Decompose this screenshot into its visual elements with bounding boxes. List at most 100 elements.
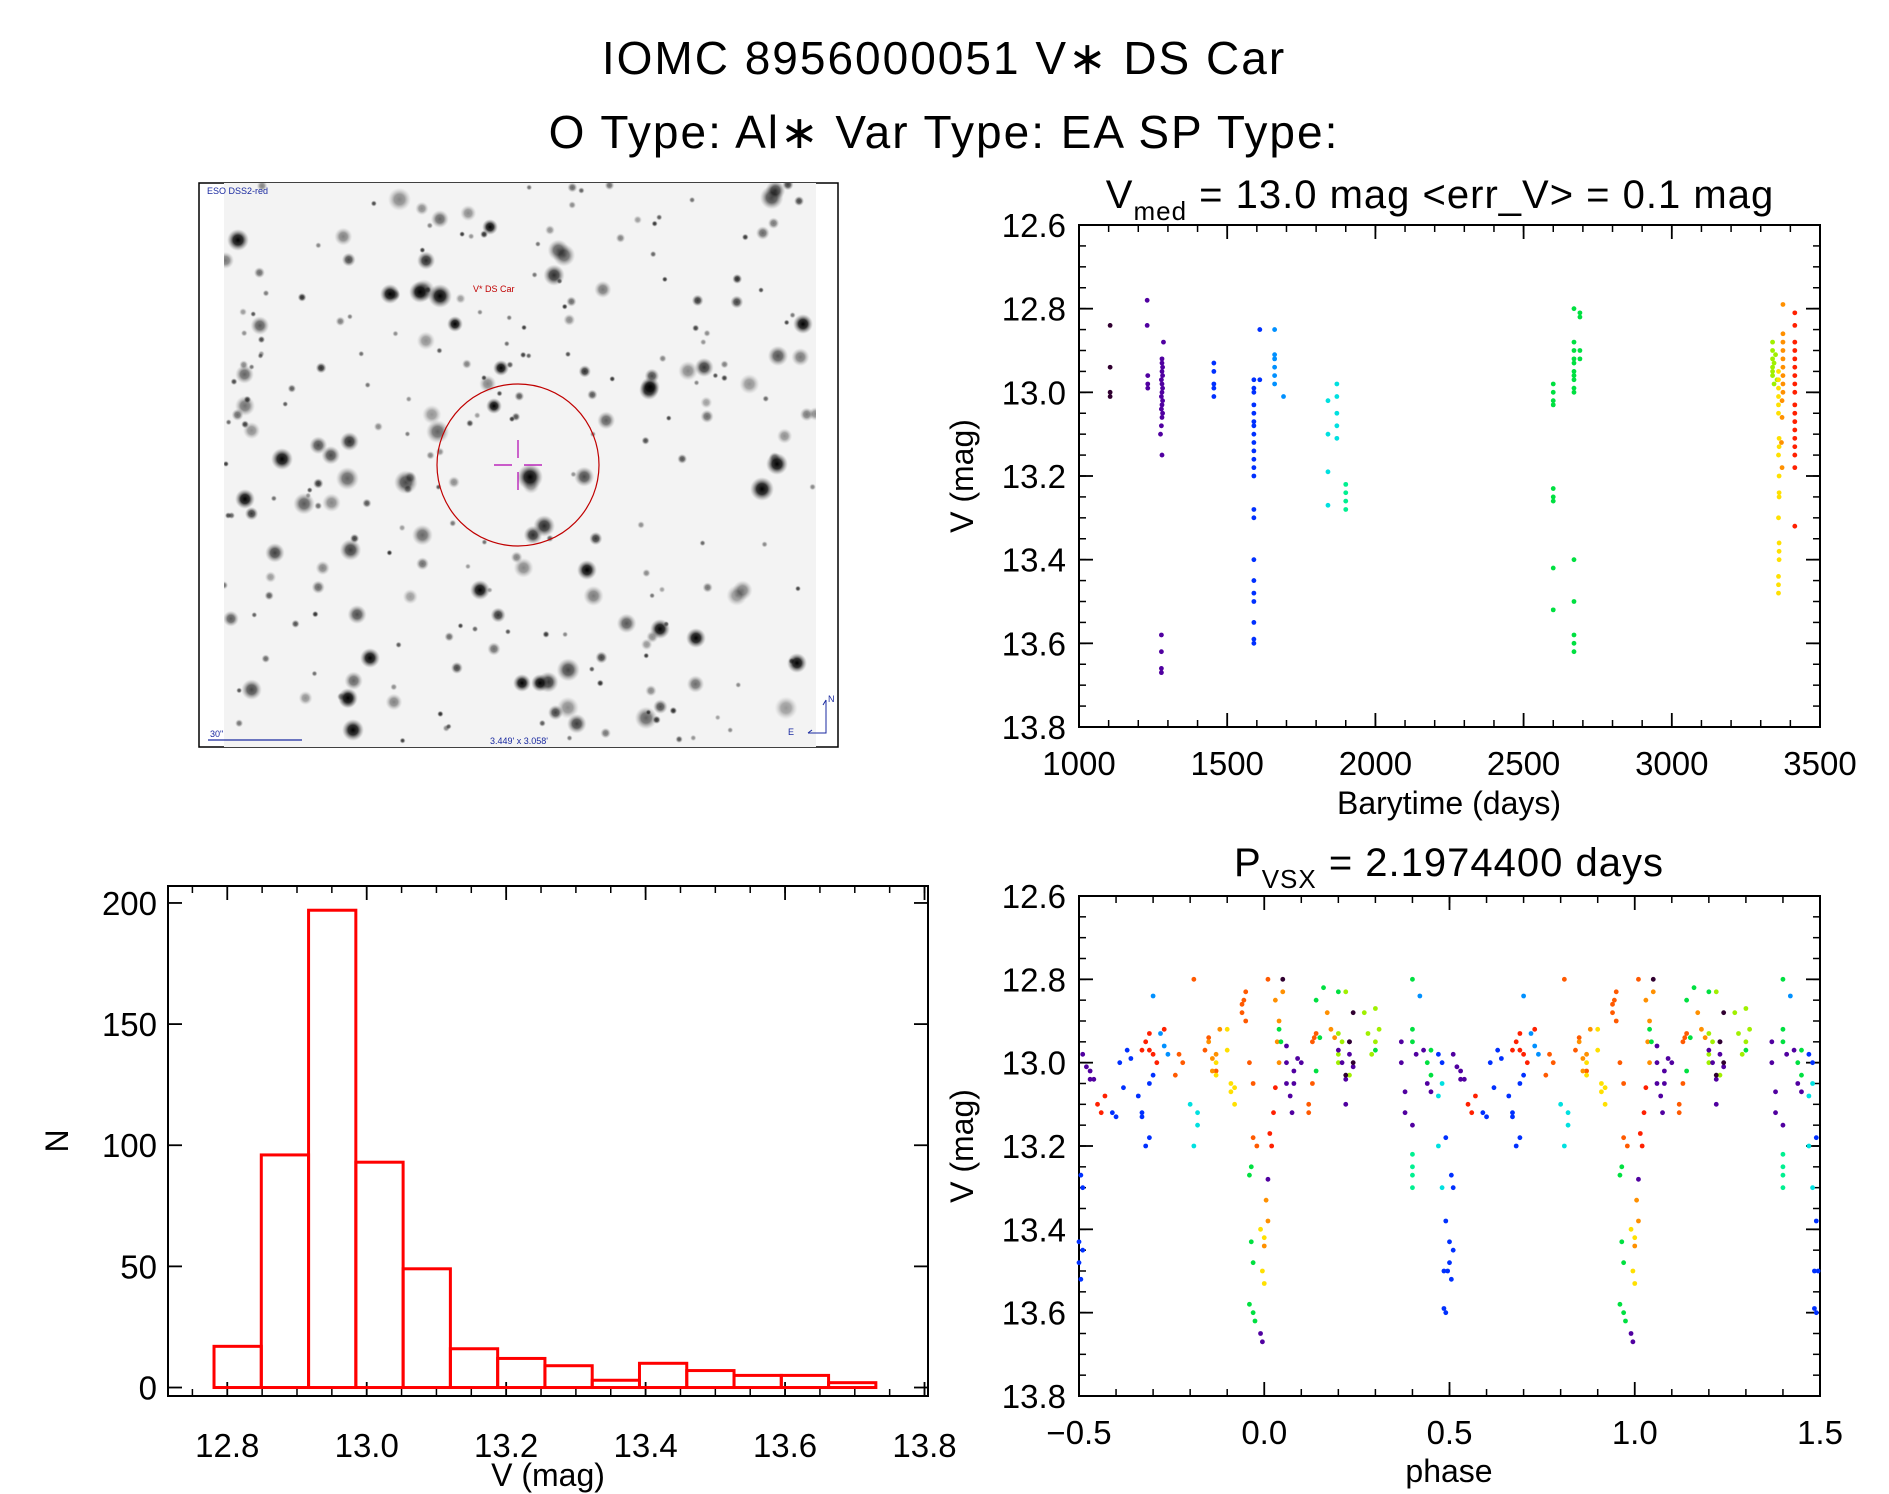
y-tick-label: 12.6 bbox=[1002, 207, 1066, 244]
data-point bbox=[1334, 423, 1340, 429]
data-point bbox=[1251, 410, 1257, 416]
data-point bbox=[1813, 1310, 1819, 1316]
data-point bbox=[1815, 1268, 1821, 1274]
star bbox=[726, 585, 748, 606]
star bbox=[578, 187, 585, 194]
data-point bbox=[1691, 985, 1697, 991]
data-point bbox=[1458, 1076, 1464, 1082]
data-point bbox=[1347, 1072, 1352, 1078]
data-point bbox=[1247, 1301, 1252, 1307]
data-point bbox=[1721, 1064, 1727, 1070]
data-point bbox=[1547, 1051, 1552, 1057]
data-point bbox=[1291, 1081, 1297, 1086]
data-point bbox=[1232, 1085, 1238, 1091]
data-point bbox=[1599, 1081, 1604, 1086]
data-point bbox=[1571, 360, 1577, 366]
data-point bbox=[1769, 1039, 1775, 1045]
data-point bbox=[1247, 1172, 1252, 1178]
star bbox=[460, 205, 477, 222]
data-point bbox=[1792, 381, 1798, 387]
star bbox=[349, 533, 360, 544]
data-point bbox=[1350, 1060, 1356, 1066]
data-point bbox=[1159, 452, 1165, 458]
data-point bbox=[1441, 1268, 1447, 1274]
data-point bbox=[1776, 473, 1782, 479]
data-point bbox=[1654, 1081, 1660, 1086]
data-point bbox=[1680, 1081, 1686, 1086]
data-point bbox=[1680, 1039, 1686, 1045]
plot-frame bbox=[167, 885, 929, 1397]
star bbox=[542, 630, 550, 638]
data-point bbox=[1661, 1081, 1667, 1086]
data-point bbox=[1792, 389, 1798, 395]
data-point bbox=[1450, 1185, 1456, 1191]
star bbox=[669, 706, 678, 715]
data-point bbox=[1619, 1239, 1625, 1245]
data-point bbox=[1080, 1051, 1086, 1057]
data-point bbox=[1779, 465, 1785, 471]
data-point bbox=[1799, 1072, 1804, 1078]
data-point bbox=[1632, 1243, 1638, 1249]
target-label: V* DS Car bbox=[473, 284, 515, 294]
data-point bbox=[1792, 356, 1798, 362]
data-point bbox=[1107, 323, 1113, 328]
data-point bbox=[1160, 385, 1165, 391]
data-point bbox=[1213, 1072, 1219, 1078]
star bbox=[235, 364, 255, 384]
data-point bbox=[1645, 1039, 1651, 1045]
star bbox=[686, 628, 706, 648]
star bbox=[588, 666, 595, 673]
data-point bbox=[1676, 1101, 1682, 1107]
star bbox=[767, 345, 789, 367]
star bbox=[665, 415, 672, 422]
data-point bbox=[1410, 1185, 1415, 1191]
data-point bbox=[1684, 1031, 1690, 1036]
histogram-xlabel: V (mag) bbox=[491, 1457, 605, 1493]
star bbox=[415, 557, 430, 571]
histogram-bar bbox=[354, 1160, 405, 1390]
star bbox=[291, 619, 300, 629]
data-point bbox=[1584, 1068, 1589, 1074]
star bbox=[419, 247, 426, 254]
data-point bbox=[1792, 373, 1798, 378]
star bbox=[766, 453, 788, 475]
series-blue bbox=[1076, 1047, 1821, 1316]
x-tick-label: 13.6 bbox=[753, 1427, 817, 1464]
data-point bbox=[1776, 394, 1781, 399]
data-point bbox=[1458, 1068, 1464, 1074]
data-point bbox=[1710, 1060, 1715, 1066]
series-purple bbox=[1144, 297, 1166, 676]
data-point bbox=[1661, 1068, 1667, 1074]
data-point bbox=[1776, 369, 1781, 374]
data-point bbox=[1441, 1306, 1447, 1311]
star bbox=[404, 430, 411, 437]
data-point bbox=[1398, 1039, 1404, 1045]
star bbox=[455, 293, 466, 304]
star bbox=[264, 571, 277, 583]
data-point bbox=[1613, 989, 1619, 995]
data-point bbox=[1211, 381, 1217, 387]
data-point bbox=[1684, 997, 1690, 1003]
data-point bbox=[1473, 1093, 1478, 1099]
star bbox=[552, 244, 576, 267]
data-point bbox=[1769, 1060, 1775, 1066]
series-orange bbox=[1779, 302, 1786, 471]
data-point bbox=[1780, 1185, 1786, 1191]
data-point bbox=[1080, 1185, 1086, 1191]
data-point bbox=[1510, 1114, 1515, 1120]
data-point bbox=[1495, 1047, 1501, 1053]
data-point bbox=[1228, 1081, 1234, 1086]
data-point bbox=[1321, 985, 1326, 991]
star bbox=[282, 401, 289, 408]
data-point bbox=[1284, 1043, 1289, 1049]
data-point bbox=[1139, 1047, 1145, 1053]
data-point bbox=[1770, 369, 1775, 374]
data-point bbox=[1776, 385, 1781, 391]
data-point bbox=[1448, 1172, 1454, 1178]
star bbox=[241, 679, 262, 700]
data-point bbox=[1792, 364, 1798, 370]
data-point bbox=[1736, 1031, 1741, 1036]
series-lightblue bbox=[1150, 993, 1793, 1057]
data-point bbox=[1239, 1010, 1245, 1016]
sky-image: V* DS Car ESO DSS2-red 30" 3.449' x 3.05… bbox=[198, 182, 839, 748]
